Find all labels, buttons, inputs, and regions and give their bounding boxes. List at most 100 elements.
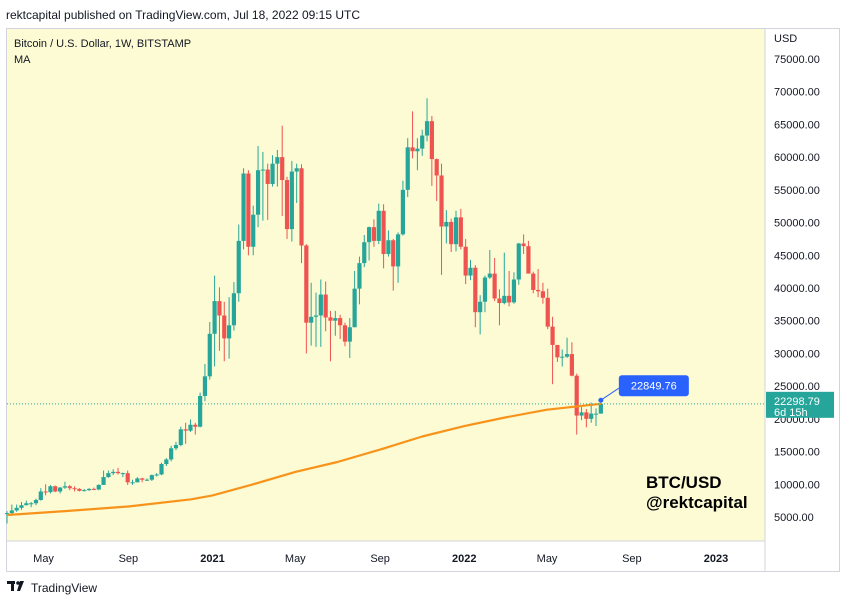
callout-box[interactable] — [618, 375, 689, 397]
candle-body — [48, 486, 53, 493]
footer-brand-label: TradingView — [31, 580, 98, 595]
candle — [231, 282, 237, 331]
candle-body — [531, 273, 536, 290]
ma-indicator-label[interactable]: MA — [14, 54, 31, 66]
candle-body — [545, 297, 550, 327]
candle-body — [579, 412, 584, 416]
candle-body — [188, 424, 193, 431]
candle — [376, 203, 381, 245]
candle-body — [140, 478, 145, 480]
candle — [574, 373, 579, 435]
candle-body — [511, 279, 517, 303]
candle-body — [497, 298, 502, 304]
candle-body — [482, 277, 488, 302]
candle — [33, 498, 39, 506]
candle — [58, 486, 63, 494]
candle — [265, 163, 270, 220]
candle — [478, 295, 483, 335]
candle — [135, 477, 140, 483]
candle — [564, 337, 570, 359]
candle — [511, 272, 517, 304]
candle-body — [19, 505, 24, 508]
candle-body — [159, 464, 164, 475]
candle — [333, 310, 338, 336]
candle-body — [154, 474, 159, 476]
candle-body — [487, 273, 492, 278]
candle — [198, 392, 203, 428]
candle-body — [304, 245, 309, 323]
candle — [395, 232, 401, 283]
candle-body — [265, 169, 270, 184]
candle-body — [173, 445, 179, 449]
candle — [352, 270, 357, 328]
candle — [222, 301, 227, 362]
candle — [246, 170, 251, 256]
candle-body — [198, 395, 203, 427]
candle-body — [106, 473, 111, 478]
candle-body — [226, 325, 232, 339]
x-tick-label: 2023 — [704, 553, 728, 565]
x-tick-label: 2021 — [200, 553, 224, 565]
candle-body — [593, 413, 599, 415]
candle-body — [284, 180, 290, 230]
candle — [72, 486, 77, 492]
candle — [294, 163, 299, 203]
candle — [560, 349, 565, 367]
candle-body — [560, 356, 565, 358]
candle-body — [212, 301, 217, 334]
price-tag-countdown: 6d 15h — [774, 407, 808, 419]
candle — [434, 158, 439, 201]
candle-body — [77, 488, 82, 491]
candle-body — [222, 315, 227, 339]
y-tick-label: 75000.00 — [774, 54, 820, 66]
candle — [144, 478, 150, 482]
tradingview-logo-icon — [7, 580, 27, 595]
candle — [569, 342, 574, 377]
candle-body — [24, 503, 29, 506]
y-tick-label: 10000.00 — [774, 479, 820, 491]
y-tick-label: 35000.00 — [774, 316, 820, 328]
candle — [453, 210, 459, 252]
candle-body — [251, 214, 256, 247]
candle-body — [309, 316, 314, 323]
watermark-handle: @rektcapital — [646, 493, 748, 512]
candle — [236, 224, 241, 302]
candle-body — [96, 484, 101, 490]
candle-body — [328, 317, 333, 321]
candle-body — [72, 488, 77, 490]
plot-background — [7, 29, 765, 541]
candle — [178, 426, 183, 447]
candle-body — [429, 121, 434, 160]
candle — [463, 238, 468, 285]
candle-body — [424, 121, 430, 136]
candle — [550, 316, 555, 385]
candle — [521, 234, 526, 254]
candle — [357, 256, 362, 305]
candle — [362, 235, 367, 268]
candle-body — [323, 294, 328, 318]
candle-body — [535, 289, 541, 292]
candle-body — [453, 217, 459, 245]
candle-body — [521, 243, 526, 247]
footer-brand[interactable]: TradingView — [7, 580, 97, 595]
candle-body — [164, 459, 169, 465]
y-tick-label: 40000.00 — [774, 283, 820, 295]
candle-body — [82, 490, 87, 492]
candle-body — [574, 375, 579, 416]
candle-body — [275, 157, 280, 164]
candle-body — [217, 301, 222, 316]
candle-body — [246, 173, 251, 247]
symbol-title[interactable]: Bitcoin / U.S. Dollar, 1W, BITSTAMP — [14, 38, 192, 50]
candle — [251, 205, 256, 256]
candle — [19, 501, 24, 510]
candle — [125, 470, 130, 485]
candle-body — [410, 147, 415, 152]
candle-body — [33, 499, 39, 504]
candle — [14, 504, 19, 512]
candle-body — [207, 333, 212, 377]
candle — [487, 250, 492, 279]
candle — [4, 511, 10, 524]
y-tick-label: 50000.00 — [774, 218, 820, 230]
candle-body — [43, 491, 48, 493]
